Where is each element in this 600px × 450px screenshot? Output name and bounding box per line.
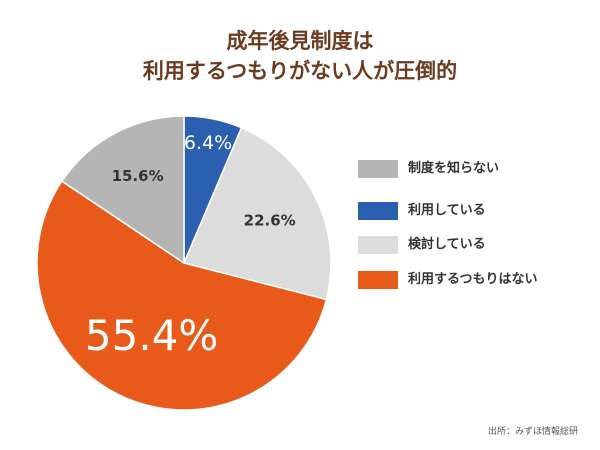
chart-title: 成年後見制度は 利用するつもりがない人が圧倒的	[0, 26, 600, 86]
chart-title-line-2: 利用するつもりがない人が圧倒的	[142, 59, 458, 83]
pie-slice-not-intending	[36, 180, 328, 411]
legend-swatch-considering	[358, 236, 398, 254]
pie-label-not-intending: 55.4%	[85, 311, 218, 360]
legend-label-considering: 検討している	[408, 237, 486, 252]
legend-label-unaware: 制度を知らない	[408, 161, 500, 176]
legend-swatch-using	[358, 202, 398, 220]
legend-swatch-unaware	[358, 160, 398, 178]
source-note: 出所：みずほ情報総研	[487, 427, 578, 437]
pie-label-considering: 22.6%	[244, 212, 296, 230]
legend-label-not-intending: 利用するつもりはない	[408, 272, 538, 287]
pie-label-unaware: 15.6%	[112, 167, 164, 185]
pie-label-using: 6.4%	[184, 132, 232, 154]
legend-label-using: 利用している	[408, 203, 486, 218]
chart-title-line-1: 成年後見制度は	[226, 29, 374, 53]
pie-slice-unaware	[60, 115, 185, 265]
legend-swatch-not-intending	[358, 271, 398, 289]
pie-slice-considering	[182, 126, 332, 301]
